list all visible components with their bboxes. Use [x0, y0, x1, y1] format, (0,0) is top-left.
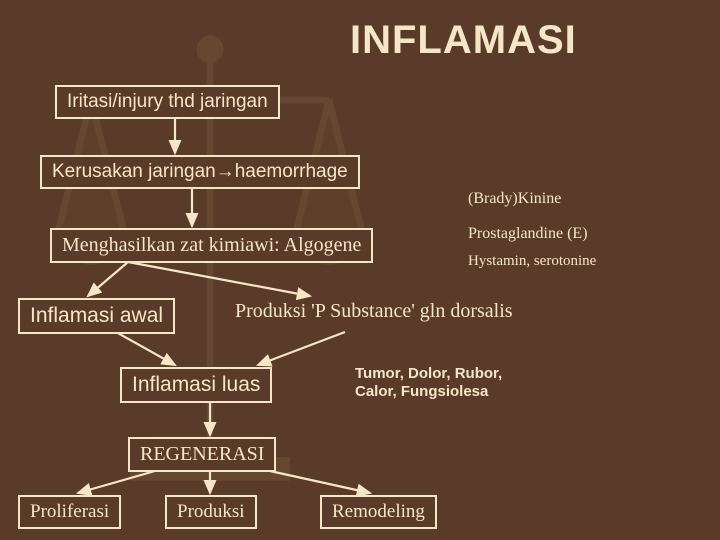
node-label: Produksi 'P Substance' gln dorsalis [235, 300, 513, 322]
node-label: REGENERASI [140, 443, 264, 465]
label-bradykinine: (Brady)Kinine [468, 190, 561, 208]
flow-arrows [0, 0, 720, 540]
label-prostaglandine: Prostaglandine (E) [468, 225, 588, 243]
label-hystamin: Hystamin, serotonine [468, 253, 596, 270]
node-inflamasi-awal: Inflamasi awal [18, 298, 175, 334]
node-iritasi: Iritasi/injury thd jaringan [55, 85, 280, 119]
node-label: Menghasilkan zat kimiawi: Algogene [62, 234, 361, 256]
node-remodeling: Remodeling [320, 495, 437, 529]
node-algogene: Menghasilkan zat kimiawi: Algogene [50, 228, 373, 263]
node-label: Iritasi/injury thd jaringan [67, 91, 268, 112]
node-label: Produksi [177, 501, 245, 522]
node-label: Kerusakan jaringan→haemorrhage [52, 161, 348, 182]
node-produksi: Produksi [165, 495, 257, 529]
node-label: Inflamasi awal [30, 304, 163, 327]
node-p-substance: Produksi 'P Substance' gln dorsalis [235, 300, 513, 323]
page-title: INFLAMASI [350, 18, 577, 63]
label-tumor-dolor: Tumor, Dolor, Rubor, [355, 365, 502, 382]
node-label: Inflamasi luas [132, 373, 260, 396]
node-kerusakan: Kerusakan jaringan→haemorrhage [40, 155, 360, 189]
node-inflamasi-luas: Inflamasi luas [120, 367, 272, 403]
node-proliferasi: Proliferasi [18, 495, 121, 529]
node-label: Remodeling [332, 501, 425, 522]
node-regenerasi: REGENERASI [128, 437, 276, 472]
node-label: Proliferasi [30, 501, 109, 522]
label-calor: Calor, Fungsiolesa [355, 383, 488, 400]
